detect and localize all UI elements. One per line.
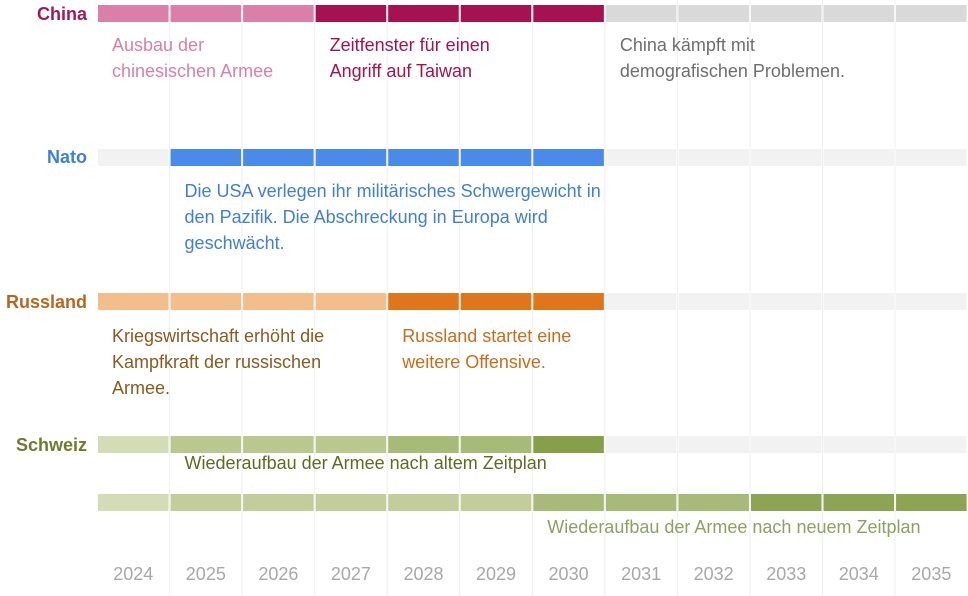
schweiz-bar-2028 <box>388 436 459 453</box>
china-bar-2027 <box>315 5 387 22</box>
row-labels: China Nato Russland Schweiz <box>6 4 88 455</box>
russland-bar-2033 <box>750 293 822 310</box>
china-bar-2028 <box>388 5 459 22</box>
russland-annotation-line: Kampfkraft der russischen <box>112 352 321 372</box>
nato-bar-2026 <box>243 149 314 166</box>
year-tick-label: 2028 <box>403 564 443 584</box>
russland-annotation-line: Armee. <box>112 378 170 398</box>
china-annotation-line: Zeitfenster für einen <box>330 35 490 55</box>
year-tick-label: 2026 <box>258 564 298 584</box>
china-bar-2035 <box>896 5 967 22</box>
china-bar-2025 <box>170 5 242 22</box>
schweiz-neu-bar-2026 <box>243 494 314 511</box>
russland-bar-2030 <box>533 293 604 310</box>
nato-annotation-line: den Pazifik. Die Abschreckung in Europa … <box>185 207 548 227</box>
schweiz-neu-annotation-line: Wiederaufbau der Armee nach neuem Zeitpl… <box>547 517 920 537</box>
russland-bar-2028 <box>388 293 459 310</box>
nato-bar-2030 <box>533 149 604 166</box>
schweiz-bar-2027 <box>315 436 387 453</box>
schweiz-annotation-line: Wiederaufbau der Armee nach altem Zeitpl… <box>185 453 547 473</box>
year-tick-label: 2031 <box>621 564 661 584</box>
schweiz-bar-2032 <box>678 436 749 453</box>
nato-bar-2028 <box>388 149 459 166</box>
nato-bar-2029 <box>460 149 532 166</box>
russland-bar-2034 <box>823 293 895 310</box>
china-bar-2030 <box>533 5 604 22</box>
year-tick-label: 2030 <box>549 564 589 584</box>
nato-bar-2033 <box>750 149 822 166</box>
russland-bar-2027 <box>315 293 387 310</box>
china-bar-2033 <box>750 5 822 22</box>
nato-bar-2025 <box>170 149 242 166</box>
china-annotation-line: chinesischen Armee <box>112 61 273 81</box>
schweiz-bar-2035 <box>896 436 967 453</box>
china-bar-2026 <box>243 5 314 22</box>
schweiz-neu-bar-2033 <box>750 494 822 511</box>
china-annotation-line: China kämpft mit <box>620 35 755 55</box>
schweiz-bar-2033 <box>750 436 822 453</box>
schweiz-bar-2026 <box>243 436 314 453</box>
year-axis: 2024 2025 2026 2027 2028 2029 2030 2031 2032 2033… <box>113 564 951 584</box>
china-bar-2032 <box>678 5 749 22</box>
year-tick-label: 2035 <box>911 564 951 584</box>
schweiz-neu-bar-2024 <box>98 494 169 511</box>
russland-bar-2031 <box>605 293 677 310</box>
schweiz-neu-bar-2034 <box>823 494 895 511</box>
schweiz-neu-bar-2032 <box>678 494 749 511</box>
schweiz-bar-2034 <box>823 436 895 453</box>
schweiz-bar-2030 <box>533 436 604 453</box>
schweiz-bar-2029 <box>460 436 532 453</box>
russland-label: Russland <box>6 292 87 312</box>
year-tick-label: 2034 <box>839 564 879 584</box>
schweiz-neu-bar-2031 <box>605 494 677 511</box>
nato-bar-2035 <box>896 149 967 166</box>
china-label: China <box>37 4 88 24</box>
russland-annotation-line: Russland startet eine <box>402 326 571 346</box>
russland-bar-2024 <box>98 293 169 310</box>
china-bar-2029 <box>460 5 532 22</box>
annotations: Ausbau der chinesischen Armee Zeitfenster … <box>112 35 921 537</box>
schweiz-label: Schweiz <box>16 435 87 455</box>
russland-bar-2029 <box>460 293 532 310</box>
china-annotation-line: Ausbau der <box>112 35 204 55</box>
schweiz-neu-bar-2035 <box>896 494 967 511</box>
nato-bar-2034 <box>823 149 895 166</box>
year-tick-label: 2024 <box>113 564 153 584</box>
schweiz-neu-bar-2027 <box>315 494 387 511</box>
schweiz-bar-2031 <box>605 436 677 453</box>
timeline-bars <box>98 5 967 511</box>
nato-bar-2031 <box>605 149 677 166</box>
nato-bar-2024 <box>98 149 169 166</box>
russland-bar-2035 <box>896 293 967 310</box>
schweiz-neu-bar-2028 <box>388 494 459 511</box>
schweiz-bar-2024 <box>98 436 169 453</box>
schweiz-neu-bar-2025 <box>170 494 242 511</box>
year-tick-label: 2032 <box>694 564 734 584</box>
china-annotation-line: Angriff auf Taiwan <box>330 61 472 81</box>
nato-annotation-line: geschwächt. <box>185 233 285 253</box>
china-bar-2024 <box>98 5 169 22</box>
nato-annotation-line: Die USA verlegen ihr militärisches Schwe… <box>185 181 601 201</box>
year-tick-label: 2025 <box>186 564 226 584</box>
russland-annotation-line: weitere Offensive. <box>401 352 546 372</box>
schweiz-neu-bar-2029 <box>460 494 532 511</box>
china-annotation-line: demografischen Problemen. <box>620 61 845 81</box>
nato-label: Nato <box>47 147 87 167</box>
year-tick-label: 2027 <box>331 564 371 584</box>
schweiz-neu-bar-2030 <box>533 494 604 511</box>
year-tick-label: 2029 <box>476 564 516 584</box>
year-tick-label: 2033 <box>766 564 806 584</box>
russland-annotation-line: Kriegswirtschaft erhöht die <box>112 326 324 346</box>
nato-bar-2032 <box>678 149 749 166</box>
russland-bar-2026 <box>243 293 314 310</box>
schweiz-bar-2025 <box>170 436 242 453</box>
year-gridlines <box>169 0 896 596</box>
russland-bar-2025 <box>170 293 242 310</box>
nato-bar-2027 <box>315 149 387 166</box>
china-bar-2034 <box>823 5 895 22</box>
china-bar-2031 <box>605 5 677 22</box>
russland-bar-2032 <box>678 293 749 310</box>
